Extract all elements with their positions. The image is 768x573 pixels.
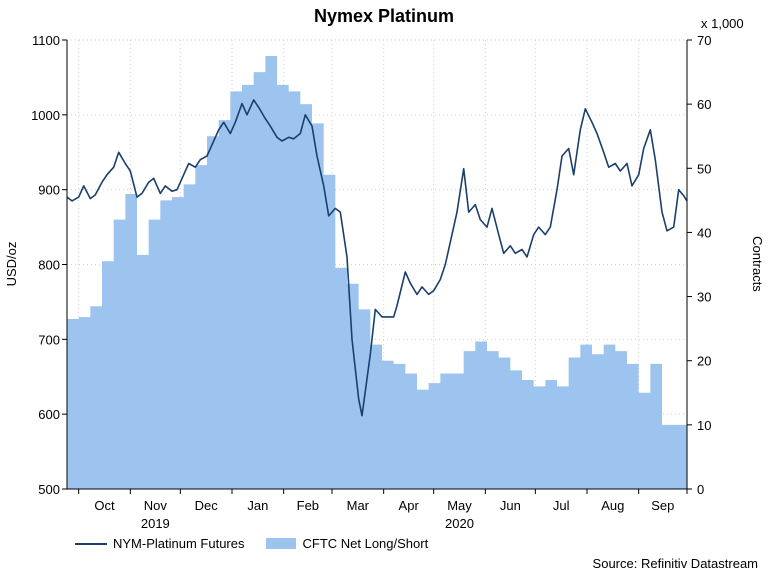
legend-label-cftc: CFTC Net Long/Short [302, 536, 429, 551]
y-tick-label-right: 40 [697, 225, 711, 240]
x-tick-label-month: Nov [144, 498, 168, 513]
legend-swatch-line [75, 542, 107, 545]
y-tick-label-left: 900 [38, 183, 60, 198]
x-tick-label-year: 2020 [445, 516, 474, 531]
legend-swatch-area [266, 538, 297, 549]
axes: 500 600 700 800 900 1000 1100 0 10 20 30 40 50 60 70 Oc… [31, 33, 711, 531]
x-tick-label-month: Apr [399, 498, 420, 513]
x-tick-label-month: Jul [553, 498, 570, 513]
x-tick-label-month: Jan [247, 498, 268, 513]
y-tick-label-right: 70 [697, 33, 711, 48]
y-tick-label-right: 10 [697, 418, 711, 433]
series-platinum-line [66, 99, 688, 417]
y-tick-label-left: 800 [38, 258, 60, 273]
y-tick-label-right: 20 [697, 354, 711, 369]
chart-title: Nymex Platinum [314, 6, 454, 26]
y-tick-label-right: 0 [697, 482, 704, 497]
x-tick-label-month: Dec [195, 498, 219, 513]
x-tick-label-month: May [447, 498, 472, 513]
x-tick-label-month: Sep [651, 498, 674, 513]
source-note: Source: Refinitiv Datastream [592, 556, 758, 571]
y-tick-label-right: 50 [697, 161, 711, 176]
y-tick-label-left: 1100 [32, 33, 60, 48]
legend-item-platinum: NYM-Platinum Futures [75, 536, 244, 551]
y-tick-label-left: 1000 [31, 108, 60, 123]
cftc-area-layer [67, 56, 687, 490]
y-tick-label-left: 500 [38, 482, 60, 497]
legend: NYM-Platinum Futures CFTC Net Long/Short [75, 536, 442, 551]
x-tick-label-month: Aug [601, 498, 624, 513]
x-tick-label-month: Mar [347, 498, 370, 513]
y-tick-label-left: 700 [38, 332, 60, 347]
legend-label-platinum: NYM-Platinum Futures [113, 536, 245, 551]
x-tick-label-year: 2019 [141, 516, 170, 531]
y-tick-label-right: 30 [697, 290, 711, 305]
x-tick-label-month: Jun [500, 498, 521, 513]
series-cftc-area [67, 56, 687, 490]
y-axis-label-right: Contracts [750, 236, 765, 292]
y-tick-label-left: 600 [38, 407, 60, 422]
y-axis-label-left: USD/oz [4, 242, 19, 287]
legend-item-cftc: CFTC Net Long/Short [266, 536, 428, 551]
x-tick-label-month: Oct [94, 498, 115, 513]
right-axis-multiplier: x 1,000 [701, 16, 744, 31]
platinum-line-layer [66, 99, 688, 417]
y-tick-label-right: 60 [697, 97, 711, 112]
x-tick-label-month: Feb [297, 498, 319, 513]
